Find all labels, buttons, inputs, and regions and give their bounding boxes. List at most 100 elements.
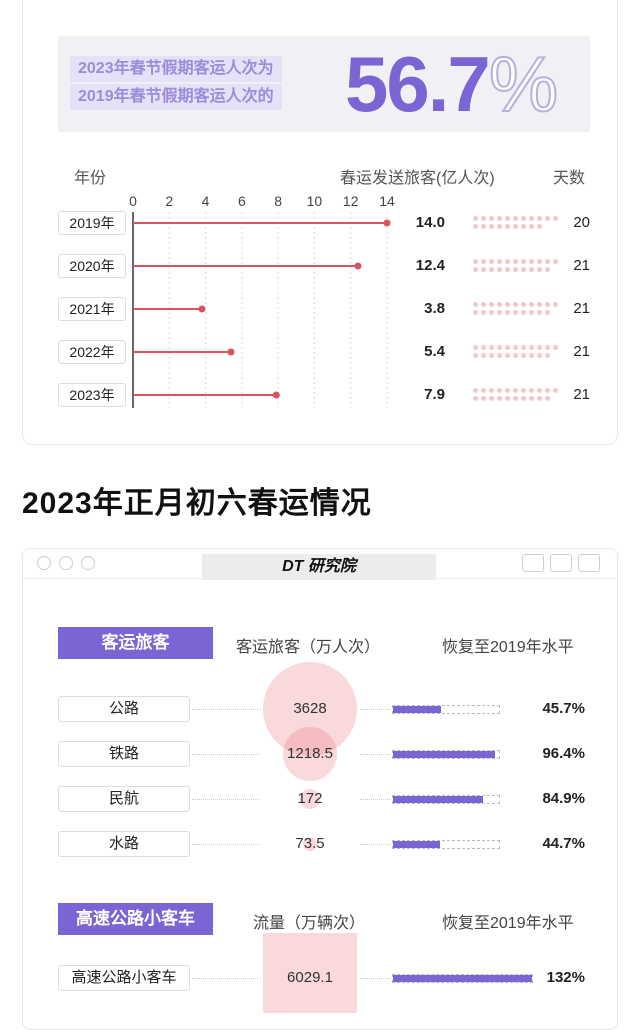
day-dot bbox=[489, 267, 494, 272]
recovery-bar-fill bbox=[393, 796, 483, 803]
day-dot bbox=[497, 310, 502, 315]
day-dot bbox=[529, 302, 534, 307]
day-dot bbox=[521, 224, 526, 229]
day-dot bbox=[489, 388, 494, 393]
x-tick-label: 10 bbox=[306, 193, 323, 209]
recovery-bar-track bbox=[392, 750, 500, 759]
year-axis-label: 年份 bbox=[74, 170, 107, 187]
value-bubble bbox=[263, 662, 357, 756]
day-dot bbox=[481, 267, 486, 272]
day-dot bbox=[505, 302, 510, 307]
day-dot bbox=[545, 345, 550, 350]
mode-label: 水路 bbox=[58, 831, 190, 857]
passenger-tag: 客运旅客 bbox=[58, 627, 213, 659]
day-dot bbox=[537, 310, 542, 315]
recovery-bar-track bbox=[392, 795, 500, 804]
day-dot bbox=[537, 267, 542, 272]
day-dot bbox=[513, 224, 518, 229]
section-title: 2023年正月初六春运情况 bbox=[22, 487, 372, 520]
minimize-icon[interactable] bbox=[59, 556, 73, 570]
mode-label: 铁路 bbox=[58, 741, 190, 767]
day-dot bbox=[473, 267, 478, 272]
day-dot bbox=[473, 396, 478, 401]
day-dot bbox=[537, 345, 542, 350]
lollipop-point bbox=[272, 391, 280, 399]
day-dot bbox=[497, 259, 502, 264]
recovery-percent: 84.9% bbox=[542, 790, 585, 807]
day-dot bbox=[497, 267, 502, 272]
brand-label: DT 研究院 bbox=[202, 554, 436, 580]
day-dot bbox=[529, 267, 534, 272]
day-dot bbox=[529, 259, 534, 264]
day-dot bbox=[473, 302, 478, 307]
lollipop-point bbox=[383, 219, 391, 227]
recovery-percent: 96.4% bbox=[542, 745, 585, 762]
x-tick-label: 14 bbox=[379, 193, 395, 209]
maximize-icon[interactable] bbox=[81, 556, 95, 570]
day-dot bbox=[489, 310, 494, 315]
leader-line bbox=[192, 754, 260, 755]
recovery-bar-fill bbox=[393, 841, 441, 848]
year-label: 2021年 bbox=[58, 297, 126, 321]
day-dot bbox=[481, 259, 486, 264]
day-dot bbox=[497, 345, 502, 350]
day-dot bbox=[497, 224, 502, 229]
day-dot bbox=[489, 259, 494, 264]
highway-tag: 高速公路小客车 bbox=[58, 903, 213, 935]
day-dot bbox=[521, 345, 526, 350]
x-tick-label: 2 bbox=[165, 193, 174, 209]
mode-label: 公路 bbox=[58, 696, 190, 722]
day-dot bbox=[489, 353, 494, 358]
day-dot bbox=[537, 216, 542, 221]
leader-line bbox=[360, 799, 390, 800]
day-dot bbox=[473, 224, 478, 229]
day-dot bbox=[481, 345, 486, 350]
day-dot bbox=[521, 267, 526, 272]
banner-line-1: 2023年春节假期客运人次为 bbox=[70, 56, 282, 82]
day-dot bbox=[473, 216, 478, 221]
day-dot bbox=[537, 353, 542, 358]
value-label: 3.8 bbox=[424, 300, 445, 317]
day-dot bbox=[529, 353, 534, 358]
day-dot bbox=[497, 396, 502, 401]
x-tick-label: 6 bbox=[237, 193, 246, 209]
day-dot bbox=[513, 259, 518, 264]
day-dot bbox=[513, 396, 518, 401]
day-dot bbox=[481, 216, 486, 221]
value-label: 12.4 bbox=[415, 257, 445, 274]
leader-line bbox=[360, 754, 390, 755]
day-dot bbox=[513, 388, 518, 393]
recovery-percent: 132% bbox=[546, 969, 585, 986]
x-tick-label: 0 bbox=[129, 193, 137, 209]
share-icon[interactable] bbox=[550, 554, 572, 572]
highway-recovery-column-header: 恢复至2019年水平 bbox=[442, 915, 574, 932]
day-dot bbox=[513, 216, 518, 221]
day-dot bbox=[553, 302, 558, 307]
day-dot bbox=[505, 310, 510, 315]
day-dot bbox=[521, 259, 526, 264]
day-dot bbox=[513, 302, 518, 307]
day-dot bbox=[537, 259, 542, 264]
folder-icon[interactable] bbox=[578, 554, 600, 572]
day-dot bbox=[521, 396, 526, 401]
banner-line-2: 2019年春节假期客运人次的 bbox=[70, 84, 282, 110]
day-dot bbox=[481, 353, 486, 358]
days-dot-matrix bbox=[473, 387, 558, 403]
recovery-column-header: 恢复至2019年水平 bbox=[442, 639, 574, 656]
leader-line bbox=[360, 978, 390, 979]
day-dot bbox=[489, 345, 494, 350]
leader-line bbox=[192, 844, 260, 845]
day-dot bbox=[481, 302, 486, 307]
close-icon[interactable] bbox=[37, 556, 51, 570]
days-label: 20 bbox=[573, 214, 590, 231]
year-label: 2019年 bbox=[58, 211, 126, 235]
day-dot bbox=[481, 224, 486, 229]
record-icon[interactable] bbox=[522, 554, 544, 572]
day-dot bbox=[553, 388, 558, 393]
day-dot bbox=[497, 353, 502, 358]
value-label: 7.9 bbox=[424, 386, 445, 403]
day-dot bbox=[497, 216, 502, 221]
leader-line bbox=[360, 709, 390, 710]
day-dot bbox=[505, 259, 510, 264]
leader-line bbox=[192, 709, 260, 710]
